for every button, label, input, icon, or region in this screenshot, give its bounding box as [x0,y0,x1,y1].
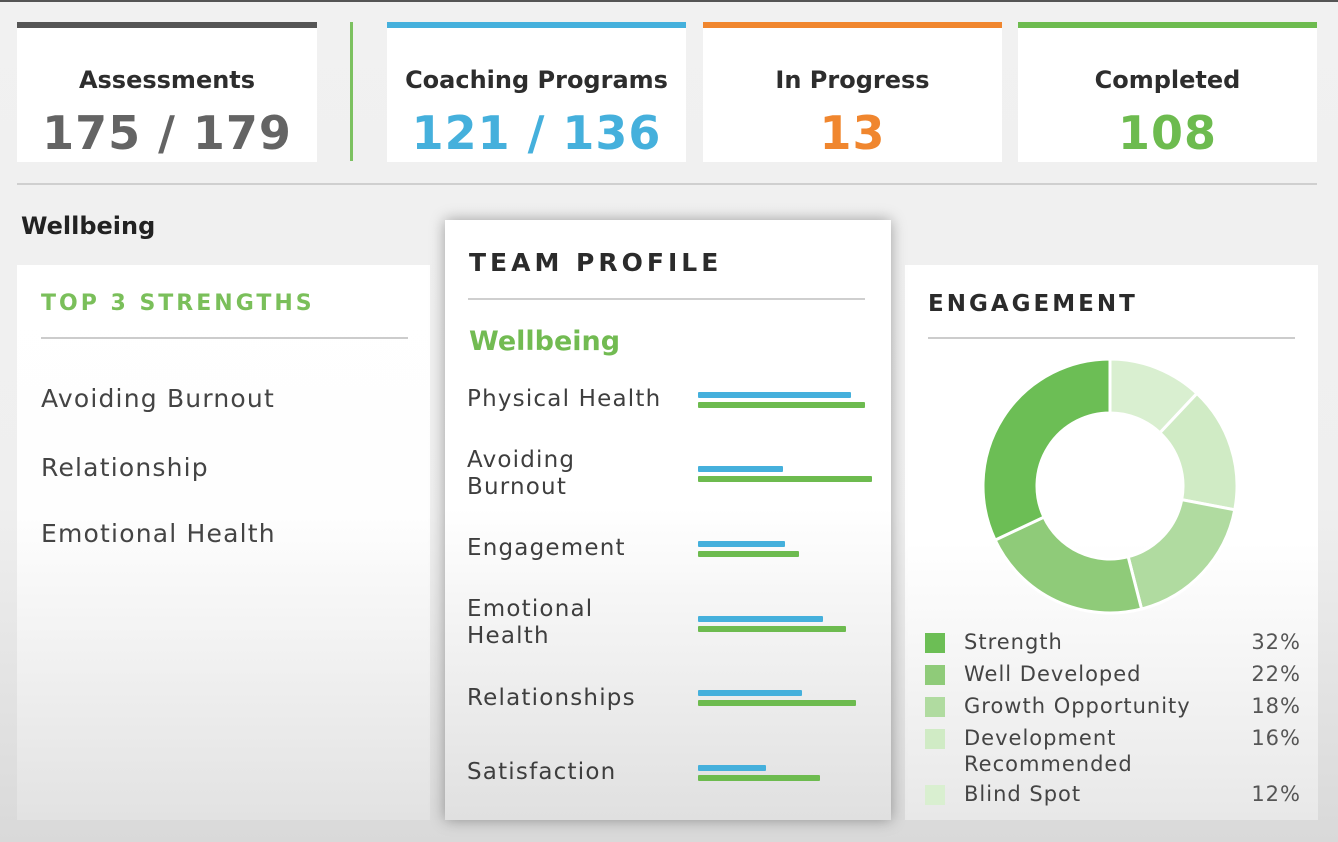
profile-row-bars [698,616,878,636]
profile-row-bars [698,690,878,710]
profile-row-label: Avoiding Burnout [467,447,576,500]
stat-value: 121 / 136 [411,106,662,160]
legend-percent: 12% [1251,782,1301,806]
legend-swatch [925,665,945,685]
legend-percent: 18% [1251,694,1301,718]
donut-slice [981,357,1112,543]
bar-green [698,476,872,482]
legend-item-development-recommended: Development Recommended 16% [925,725,1301,777]
legend-percent: 16% [1251,726,1301,750]
bar-green [698,775,820,781]
stat-value: 108 [1117,106,1218,160]
profile-row-label: Physical Health [467,386,662,412]
panel-title: ENGAGEMENT [928,291,1138,317]
profile-row-bars [698,466,878,486]
section-title: Wellbeing [21,212,156,240]
profile-row-bars [698,765,878,785]
legend-item-well-developed: Well Developed 22% [925,661,1301,687]
legend-swatch [925,697,945,717]
bar-blue [698,392,852,398]
panel-title: TEAM PROFILE [469,248,723,277]
profile-row-bars [698,392,878,412]
bar-green [698,626,846,632]
engagement-panel: ENGAGEMENT Strength 32% Well Developed 2… [905,265,1318,820]
bar-blue [698,466,784,472]
bar-blue [698,765,766,771]
divider [928,337,1295,339]
profile-row-label: Emotional Health [467,596,594,649]
stat-card-assessments[interactable]: Assessments 175 / 179 [17,22,317,162]
legend-item-growth-opportunity: Growth Opportunity 18% [925,693,1301,719]
profile-row-label: Relationships [467,685,636,711]
legend-percent: 32% [1251,630,1301,654]
bar-blue [698,541,785,547]
legend-label: Development Recommended [964,726,1133,776]
team-profile-panel: TEAM PROFILE Wellbeing Physical Health A… [445,220,891,820]
accent-bar [387,22,686,28]
profile-row-label: Engagement [467,535,626,561]
stat-card-coaching-programs[interactable]: Coaching Programs 121 / 136 [387,22,686,162]
legend-label: Growth Opportunity [964,694,1191,718]
bar-blue [698,616,824,622]
legend-label: Blind Spot [964,782,1082,806]
bar-green [698,700,857,706]
stat-label: Assessments [78,66,256,94]
legend-item-blind-spot: Blind Spot 12% [925,781,1301,807]
stat-label: Coaching Programs [405,66,668,94]
legend-percent: 22% [1251,662,1301,686]
legend-label: Well Developed [964,662,1142,686]
stat-value: 13 [819,106,886,160]
bar-green [698,402,866,408]
bar-green [698,551,799,557]
stat-card-completed[interactable]: Completed 108 [1018,22,1317,162]
panel-title: TOP 3 STRENGTHS [41,291,315,316]
strength-item: Emotional Health [41,519,276,548]
stat-label: Completed [1094,66,1241,94]
stat-card-in-progress[interactable]: In Progress 13 [703,22,1002,162]
top-strengths-panel: TOP 3 STRENGTHS Avoiding Burnout Relatio… [17,265,430,820]
panel-subtitle: Wellbeing [469,326,621,357]
vertical-divider [350,22,353,161]
legend-swatch [925,729,945,749]
legend-swatch [925,633,945,653]
accent-bar [17,22,317,28]
accent-bar [1018,22,1317,28]
stat-value: 175 / 179 [42,106,292,160]
legend-item-strength: Strength 32% [925,629,1301,655]
divider [41,337,408,339]
strength-item: Avoiding Burnout [41,384,275,413]
accent-bar [703,22,1002,28]
bar-blue [698,690,803,696]
legend-label: Strength [964,630,1063,654]
profile-row-bars [698,541,878,561]
donut-slice [1126,497,1237,611]
engagement-donut-chart [981,357,1239,615]
strength-item: Relationship [41,453,209,482]
divider [468,298,865,300]
profile-row-label: Satisfaction [467,759,617,785]
legend-swatch [925,785,945,805]
donut-slice [993,515,1144,615]
section-divider [17,183,1317,185]
stat-label: In Progress [775,66,930,94]
